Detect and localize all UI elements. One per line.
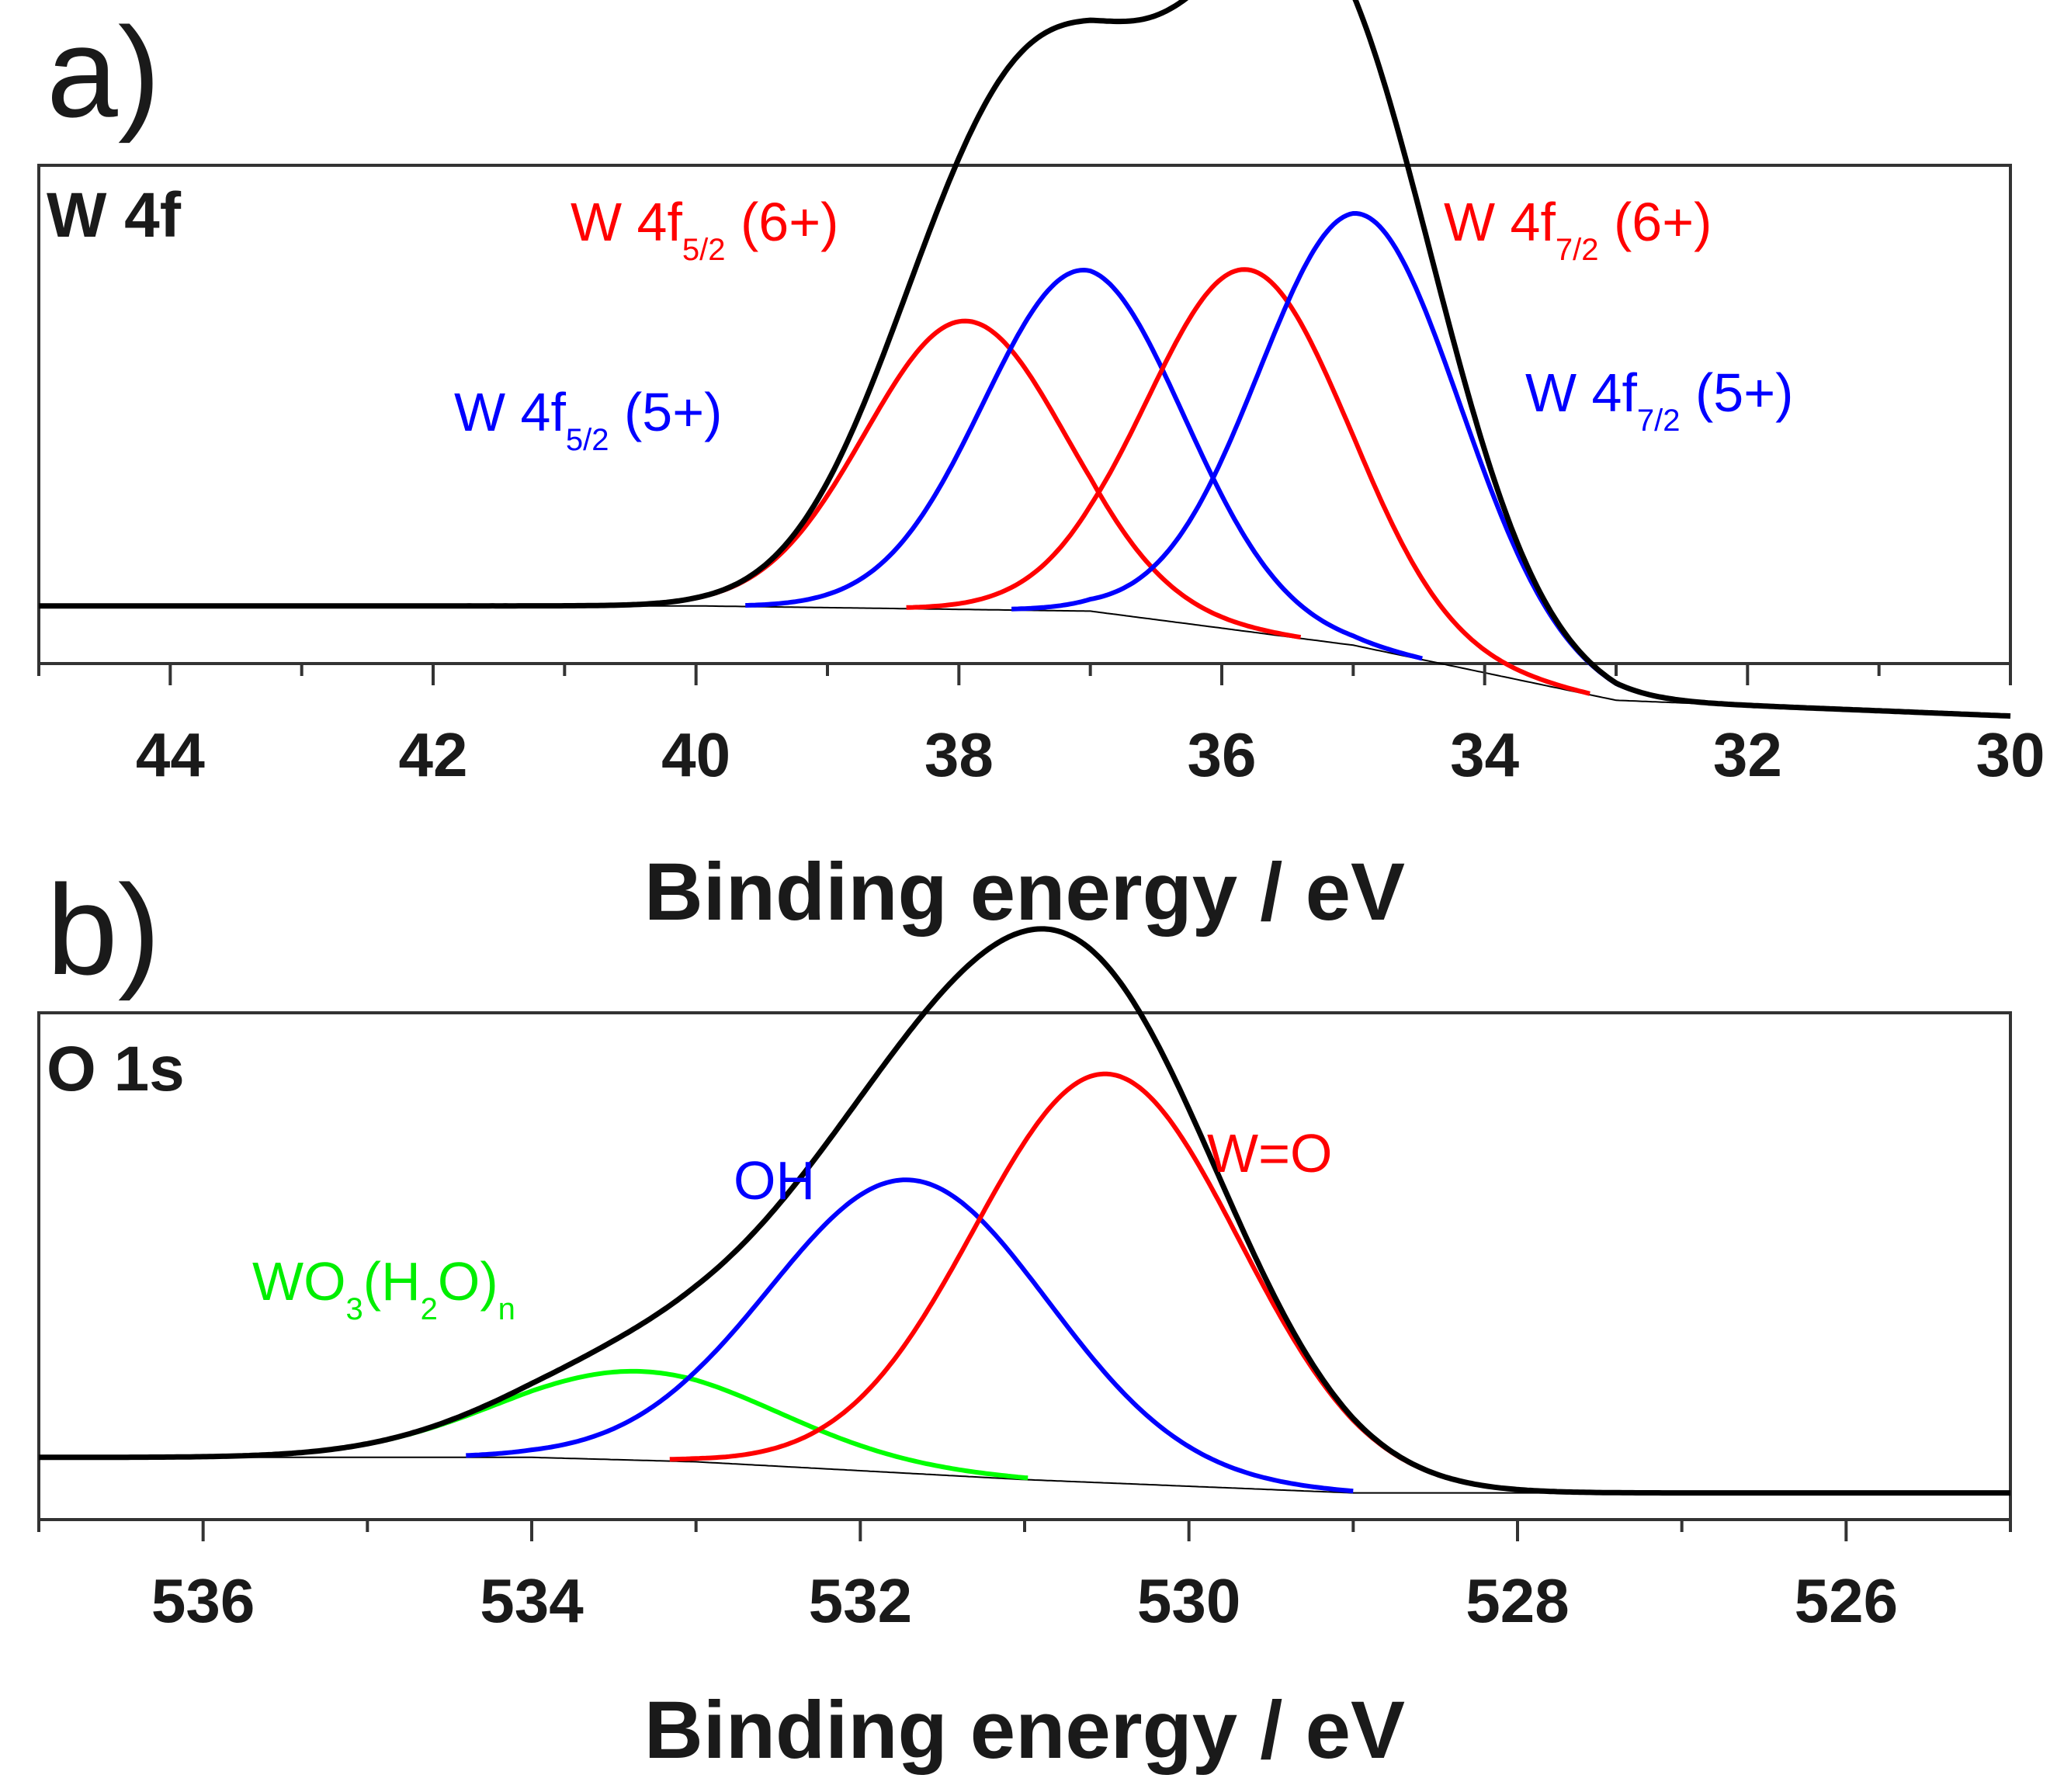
x-tick-labels-a: 44 42 40 38 36 34 32 30 <box>136 720 2045 789</box>
component-peak-b-0 <box>248 1368 1028 1481</box>
x-tick-labels-b: 536 534 532 530 528 526 <box>151 1566 1898 1635</box>
x-axis-title-a: Binding energy / eV <box>644 847 1405 938</box>
background-line-b <box>39 1456 2010 1494</box>
panel-letter-a: a) <box>47 1 161 144</box>
component-peak-a-2 <box>906 267 1590 696</box>
envelope-spectrum-a <box>39 0 2011 719</box>
peak-label-oh: OH <box>734 1150 815 1211</box>
x-tick-label-b-0: 536 <box>151 1566 255 1635</box>
component-peak-a-0 <box>630 318 1302 640</box>
x-tick-label-b-1: 534 <box>480 1566 584 1635</box>
component-peak-b-1 <box>466 1177 1354 1494</box>
peak-label-w4f52-6plus: W 4f5/2 (6+) <box>571 192 838 267</box>
peak-label-w-o: W=O <box>1207 1123 1332 1184</box>
x-axis-title-b: Binding energy / eV <box>644 1685 1405 1776</box>
background-line-a <box>39 605 2011 717</box>
x-tick-label-a-5: 34 <box>1450 720 1519 789</box>
curves-a <box>39 0 2011 719</box>
peak-label-wo3h2on: WO3(H2O)n <box>252 1251 515 1326</box>
peak-label-w4f52-5plus: W 4f5/2 (5+) <box>454 382 722 457</box>
panel-b: b) 536 534 532 530 528 526 O 1s WO3(H2O)n OH … <box>37 858 2012 1776</box>
curves-b <box>39 926 2010 1496</box>
peak-label-w4f72-5plus: W 4f7/2 (5+) <box>1525 362 1793 438</box>
x-ticks-b <box>37 1520 2012 1541</box>
x-tick-label-a-0: 44 <box>136 720 205 789</box>
core-level-label-o1s: O 1s <box>47 1034 185 1104</box>
x-tick-label-b-2: 532 <box>809 1566 912 1635</box>
component-peak-a-1 <box>745 267 1423 661</box>
x-tick-label-a-4: 36 <box>1188 720 1257 789</box>
x-tick-label-b-5: 526 <box>1795 1566 1898 1635</box>
component-peak-b-2 <box>669 1071 1545 1494</box>
x-tick-label-a-1: 42 <box>399 720 468 789</box>
x-tick-label-b-3: 530 <box>1137 1566 1240 1635</box>
x-tick-label-a-2: 40 <box>661 720 730 789</box>
envelope-spectrum-b <box>39 926 2010 1496</box>
panel-a: a) 44 42 40 38 36 34 32 30 W 4f W 4f5/2 (6+) W … <box>37 0 2045 938</box>
panel-letter-b: b) <box>47 858 161 1001</box>
x-tick-label-a-7: 30 <box>1976 720 2045 789</box>
x-tick-label-a-3: 38 <box>924 720 994 789</box>
plot-frame-a <box>37 164 2012 665</box>
peak-label-w4f72-6plus: W 4f7/2 (6+) <box>1444 192 1712 267</box>
x-tick-label-a-6: 32 <box>1713 720 1782 789</box>
x-tick-label-b-4: 528 <box>1466 1566 1569 1635</box>
core-level-label-w4f: W 4f <box>47 180 182 251</box>
x-ticks-a <box>37 664 2012 685</box>
